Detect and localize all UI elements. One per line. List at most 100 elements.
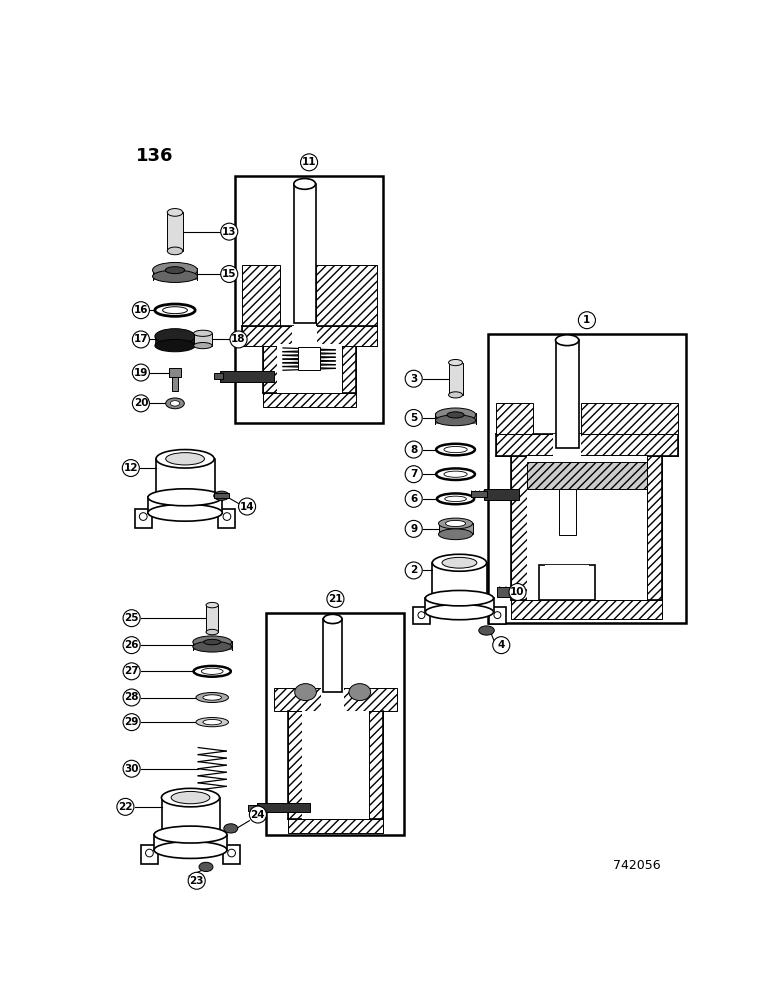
Bar [168,368,181,377]
Ellipse shape [448,392,463,398]
Ellipse shape [214,491,229,500]
Text: 7: 7 [410,469,417,479]
Bar [153,268,197,280]
Circle shape [123,689,140,706]
Bar [294,265,315,338]
Text: 742056: 742056 [613,859,661,872]
Text: 26: 26 [124,640,139,650]
Bar [647,456,662,600]
Ellipse shape [193,636,232,648]
Bar [263,393,356,407]
Bar [275,688,397,711]
Ellipse shape [438,529,473,540]
Circle shape [405,410,422,426]
Ellipse shape [555,335,579,346]
Text: 14: 14 [239,502,254,512]
Bar [303,742,367,748]
Ellipse shape [156,450,214,468]
Circle shape [123,637,140,654]
Bar [471,491,487,497]
Bar [292,326,317,346]
Bar [324,619,342,692]
Ellipse shape [146,849,154,857]
Text: 4: 4 [498,640,505,650]
Bar [526,462,647,489]
Ellipse shape [153,262,197,278]
Bar [496,434,678,456]
Ellipse shape [153,270,197,282]
Text: 23: 23 [190,876,204,886]
Bar [157,459,214,505]
Text: 1: 1 [583,315,590,325]
Ellipse shape [295,684,317,701]
Ellipse shape [445,496,466,502]
Bar [135,509,152,528]
Text: 17: 17 [133,334,148,344]
Ellipse shape [479,626,495,635]
Ellipse shape [436,444,475,455]
Ellipse shape [228,849,236,857]
Bar [172,377,178,391]
Bar [526,456,647,600]
Ellipse shape [324,614,342,624]
Bar [435,413,476,424]
Bar [141,845,158,864]
Text: 30: 30 [124,764,139,774]
Bar [298,347,320,370]
Bar [193,333,212,346]
Ellipse shape [148,504,222,521]
Bar [342,344,356,393]
Bar [223,845,240,864]
Ellipse shape [349,684,370,701]
Ellipse shape [196,718,229,727]
Ellipse shape [165,398,184,409]
Bar [214,493,229,498]
Ellipse shape [437,493,474,504]
Circle shape [493,637,510,654]
Circle shape [123,663,140,680]
Bar [413,607,430,624]
Text: 10: 10 [510,587,525,597]
Text: 29: 29 [125,717,139,727]
Ellipse shape [204,639,221,645]
Ellipse shape [199,862,213,872]
Bar [555,340,579,448]
Ellipse shape [203,695,222,700]
Bar [155,336,195,346]
Bar [303,796,367,802]
Ellipse shape [161,788,219,807]
Bar [148,497,222,513]
Ellipse shape [156,496,214,514]
Bar [154,835,227,850]
Bar [303,728,367,734]
Bar [263,344,277,393]
Ellipse shape [170,401,179,406]
Bar [512,456,526,600]
Bar [581,403,678,434]
Ellipse shape [425,604,494,620]
Bar [497,587,520,597]
Text: 28: 28 [124,692,139,702]
Text: 24: 24 [250,810,265,820]
Text: 15: 15 [222,269,236,279]
Circle shape [300,154,317,171]
Ellipse shape [148,489,222,506]
Circle shape [405,562,422,579]
Ellipse shape [294,179,315,189]
Circle shape [123,760,140,777]
Ellipse shape [436,468,475,480]
Circle shape [230,331,247,348]
Bar [489,607,506,624]
Bar [288,819,383,833]
Ellipse shape [223,513,231,520]
Text: 21: 21 [328,594,342,604]
Bar [277,344,342,393]
Bar [267,613,404,835]
Text: 11: 11 [302,157,317,167]
Bar [545,565,589,594]
Ellipse shape [155,304,195,316]
Bar [425,598,494,612]
Ellipse shape [447,412,464,418]
Circle shape [133,364,150,381]
Circle shape [405,370,422,387]
